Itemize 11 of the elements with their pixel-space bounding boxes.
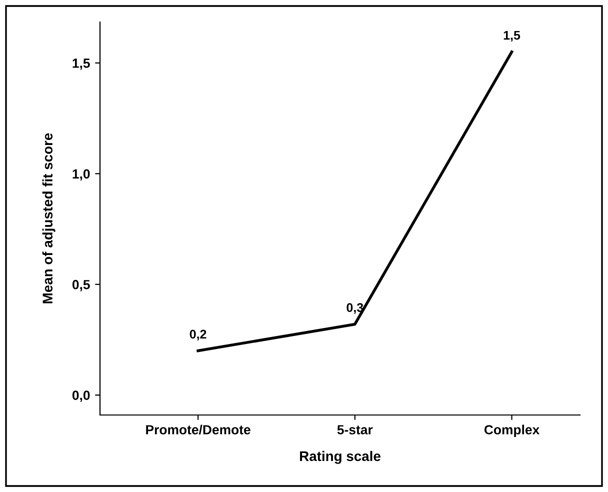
- x-tick-label: 5-star: [337, 425, 373, 434]
- data-label: 1,5: [504, 30, 520, 42]
- y-tick-label: 0,0: [72, 390, 90, 402]
- x-tick-label: Complex: [484, 424, 540, 438]
- y-tick-label: 1,5: [72, 58, 90, 70]
- y-tick-label: 1,0: [72, 169, 90, 180]
- y-tick-label: 0,5: [72, 280, 90, 292]
- y-axis-title: Mean of adjusted fit score: [42, 133, 56, 304]
- x-tick-label: Promote/Demote: [146, 424, 250, 435]
- data-label: 0,2: [190, 330, 206, 340]
- x-axis-title: Rating scale: [300, 450, 380, 464]
